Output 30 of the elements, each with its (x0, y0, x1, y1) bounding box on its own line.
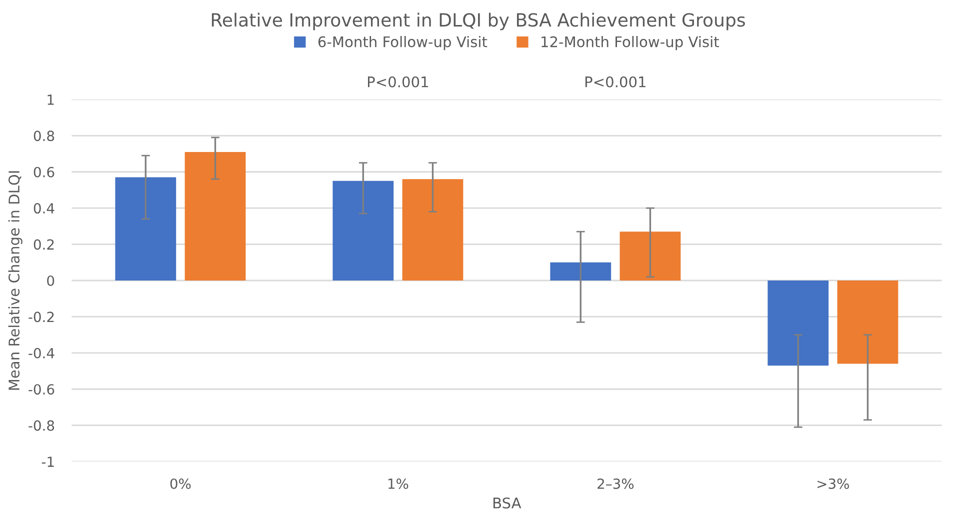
y-tick-label: 0.2 (34, 239, 54, 250)
x-tick-label: 2–3% (598, 478, 634, 489)
legend-label: 6-Month Follow-up Visit (318, 36, 488, 50)
y-tick-label: 0.8 (34, 130, 54, 142)
y-tick-label: 0.4 (34, 203, 54, 214)
y-tick-label: -0.2 (28, 312, 54, 322)
y-tick-label: 0 (47, 275, 54, 286)
y-axis-title: Mean Relative Change in DLQI (8, 171, 22, 390)
y-tick-label: 1 (48, 94, 54, 105)
bar (768, 280, 829, 366)
text: P<0.001 (585, 76, 646, 88)
x-tick-label: >3% (818, 478, 849, 489)
y-tick-label: -0.8 (28, 420, 54, 431)
bar (184, 152, 246, 280)
bar (402, 179, 464, 280)
x-axis-title: BSA (493, 497, 522, 508)
y-tick-label: 0.6 (34, 166, 54, 178)
y-tick-label: -0.6 (28, 384, 54, 395)
bar (332, 180, 394, 280)
text: P<0.001 (368, 76, 428, 88)
bar (115, 177, 176, 280)
chart-title: Relative Improvement in DLQI by BSA Achievement Groups (212, 12, 745, 30)
bar (620, 232, 681, 280)
x-tick-label: 0% (170, 478, 191, 489)
x-tick-label: 1% (388, 478, 408, 489)
y-tick-label: -1 (42, 456, 54, 467)
legend-label: 12-Month Follow-up Visit (542, 36, 719, 50)
bar (550, 262, 612, 280)
y-tick-label: -0.4 (28, 348, 54, 358)
bar (837, 280, 898, 364)
